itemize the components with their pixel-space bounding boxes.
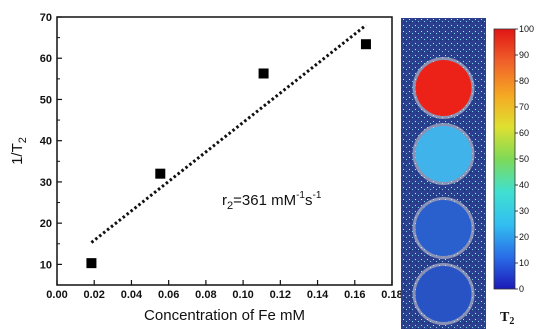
x-axis-label: Concentration of Fe mM: [144, 307, 305, 324]
y-tick-label: 20: [40, 218, 52, 230]
y-tick-label: 40: [40, 136, 52, 148]
colorbar-tick-label: 100: [519, 24, 534, 34]
phantom-well: [415, 60, 472, 116]
mri-phantom-image: [401, 18, 486, 329]
data-points: [86, 39, 371, 269]
annotation-sup2: -1: [312, 190, 321, 201]
colorbar-label-main: T: [500, 310, 510, 325]
linear-fit-line: [90, 24, 367, 244]
x-tick-label: 0.06: [158, 289, 179, 301]
colorbar-tick-label: 70: [519, 102, 529, 112]
data-point: [155, 168, 166, 179]
colorbar-tick-label: 60: [519, 128, 529, 138]
colorbar-tick-label: 80: [519, 76, 529, 86]
phantom-well: [415, 200, 472, 256]
annotation-sup1: -1: [296, 190, 305, 201]
annotation-value: =361 mM: [233, 192, 296, 209]
x-tick-label: 0.18: [381, 289, 402, 301]
phantom-well: [415, 126, 472, 182]
y-tick-label: 60: [40, 53, 52, 65]
y-axis-label: 1/T2: [9, 137, 29, 165]
annotation-r-sub: 2: [227, 200, 233, 212]
x-tick-label: 0.00: [46, 289, 67, 301]
colorbar: [493, 28, 516, 290]
annotation-r: r: [222, 192, 227, 209]
x-tick-label: 0.04: [121, 289, 143, 301]
colorbar-ticks: 0 10 20 30 40 50 60 70 80 90 100: [515, 24, 534, 294]
colorbar-tick-label: 20: [519, 232, 529, 242]
y-tick-label: 50: [40, 94, 52, 106]
phantom-well: [415, 266, 472, 322]
phantom-wells: [412, 57, 475, 325]
colorbar-label: T2: [500, 310, 514, 327]
fit-line: [90, 24, 367, 244]
x-tick-label: 0.08: [195, 289, 216, 301]
colorbar-tick-label: 0: [519, 284, 524, 294]
colorbar-label-sub: 2: [509, 316, 514, 327]
x-tick-label: 0.14: [307, 289, 329, 301]
data-point: [360, 39, 371, 50]
relaxivity-annotation: r2=361 mM-1s-1: [222, 190, 322, 212]
y-axis-label-sub: 2: [17, 137, 29, 143]
plot-frame: [56, 16, 393, 286]
axis-ticks: 0.00 0.02 0.04 0.06 0.08 0.10 0.12 0.14 0.16 0.18…: [40, 12, 403, 301]
data-point: [258, 68, 269, 79]
y-axis-label-main: 1/T: [9, 143, 26, 165]
colorbar-tick-label: 50: [519, 154, 529, 164]
x-tick-label: 0.02: [84, 289, 105, 301]
annotation-s: s: [305, 192, 313, 209]
colorbar-tick-label: 30: [519, 206, 529, 216]
x-tick-label: 0.12: [270, 289, 291, 301]
colorbar-tick-label: 40: [519, 180, 529, 190]
x-tick-label: 0.10: [232, 289, 253, 301]
colorbar-tick-label: 90: [519, 50, 529, 60]
y-tick-label: 10: [40, 259, 52, 271]
y-tick-label: 70: [40, 12, 52, 24]
colorbar-tick-label: 10: [519, 258, 529, 268]
x-tick-label: 0.16: [344, 289, 365, 301]
y-tick-label: 30: [40, 177, 52, 189]
data-point: [86, 258, 97, 269]
